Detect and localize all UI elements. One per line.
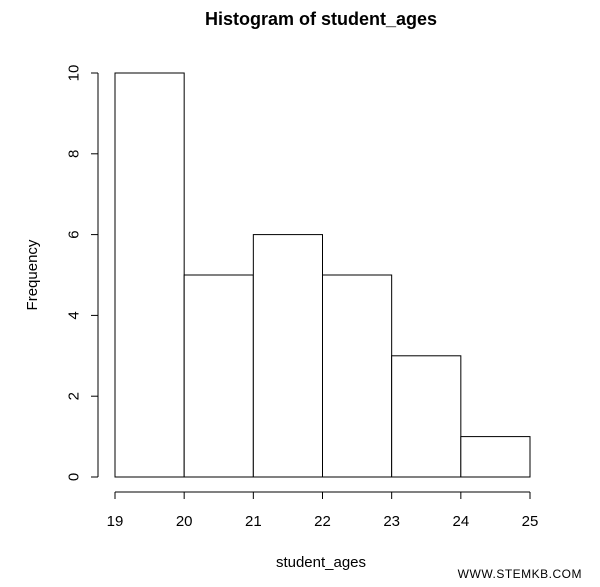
chart-title: Histogram of student_ages bbox=[205, 9, 437, 29]
x-tick-label: 25 bbox=[522, 513, 539, 530]
x-tick-label: 20 bbox=[176, 513, 193, 530]
x-tick-label: 19 bbox=[107, 513, 124, 530]
x-tick-label: 23 bbox=[383, 513, 400, 530]
bars-group bbox=[114, 72, 531, 478]
histogram-bar bbox=[114, 72, 185, 478]
y-tick-label: 8 bbox=[66, 150, 83, 158]
y-tick-label: 0 bbox=[66, 473, 83, 481]
y-axis-label: Frequency bbox=[24, 239, 41, 310]
histogram-bar bbox=[460, 436, 531, 478]
x-axis: 19 20 21 22 23 24 25 bbox=[107, 491, 539, 530]
watermark: WWW.STEMKB.COM bbox=[458, 567, 582, 581]
y-tick-label: 4 bbox=[66, 311, 83, 319]
x-tick-label: 22 bbox=[314, 513, 331, 530]
x-tick-label: 21 bbox=[245, 513, 262, 530]
histogram-bar bbox=[183, 274, 254, 478]
y-tick-label: 6 bbox=[66, 230, 83, 238]
x-axis-label: student_ages bbox=[276, 554, 366, 571]
y-tick-label: 2 bbox=[66, 392, 83, 400]
x-tick-label: 24 bbox=[452, 513, 469, 530]
y-tick-label: 10 bbox=[66, 65, 83, 82]
y-axis: 0 2 4 6 8 10 bbox=[66, 65, 99, 481]
histogram-bar bbox=[252, 234, 323, 478]
histogram-bar bbox=[391, 355, 462, 478]
histogram-bar bbox=[322, 274, 393, 478]
